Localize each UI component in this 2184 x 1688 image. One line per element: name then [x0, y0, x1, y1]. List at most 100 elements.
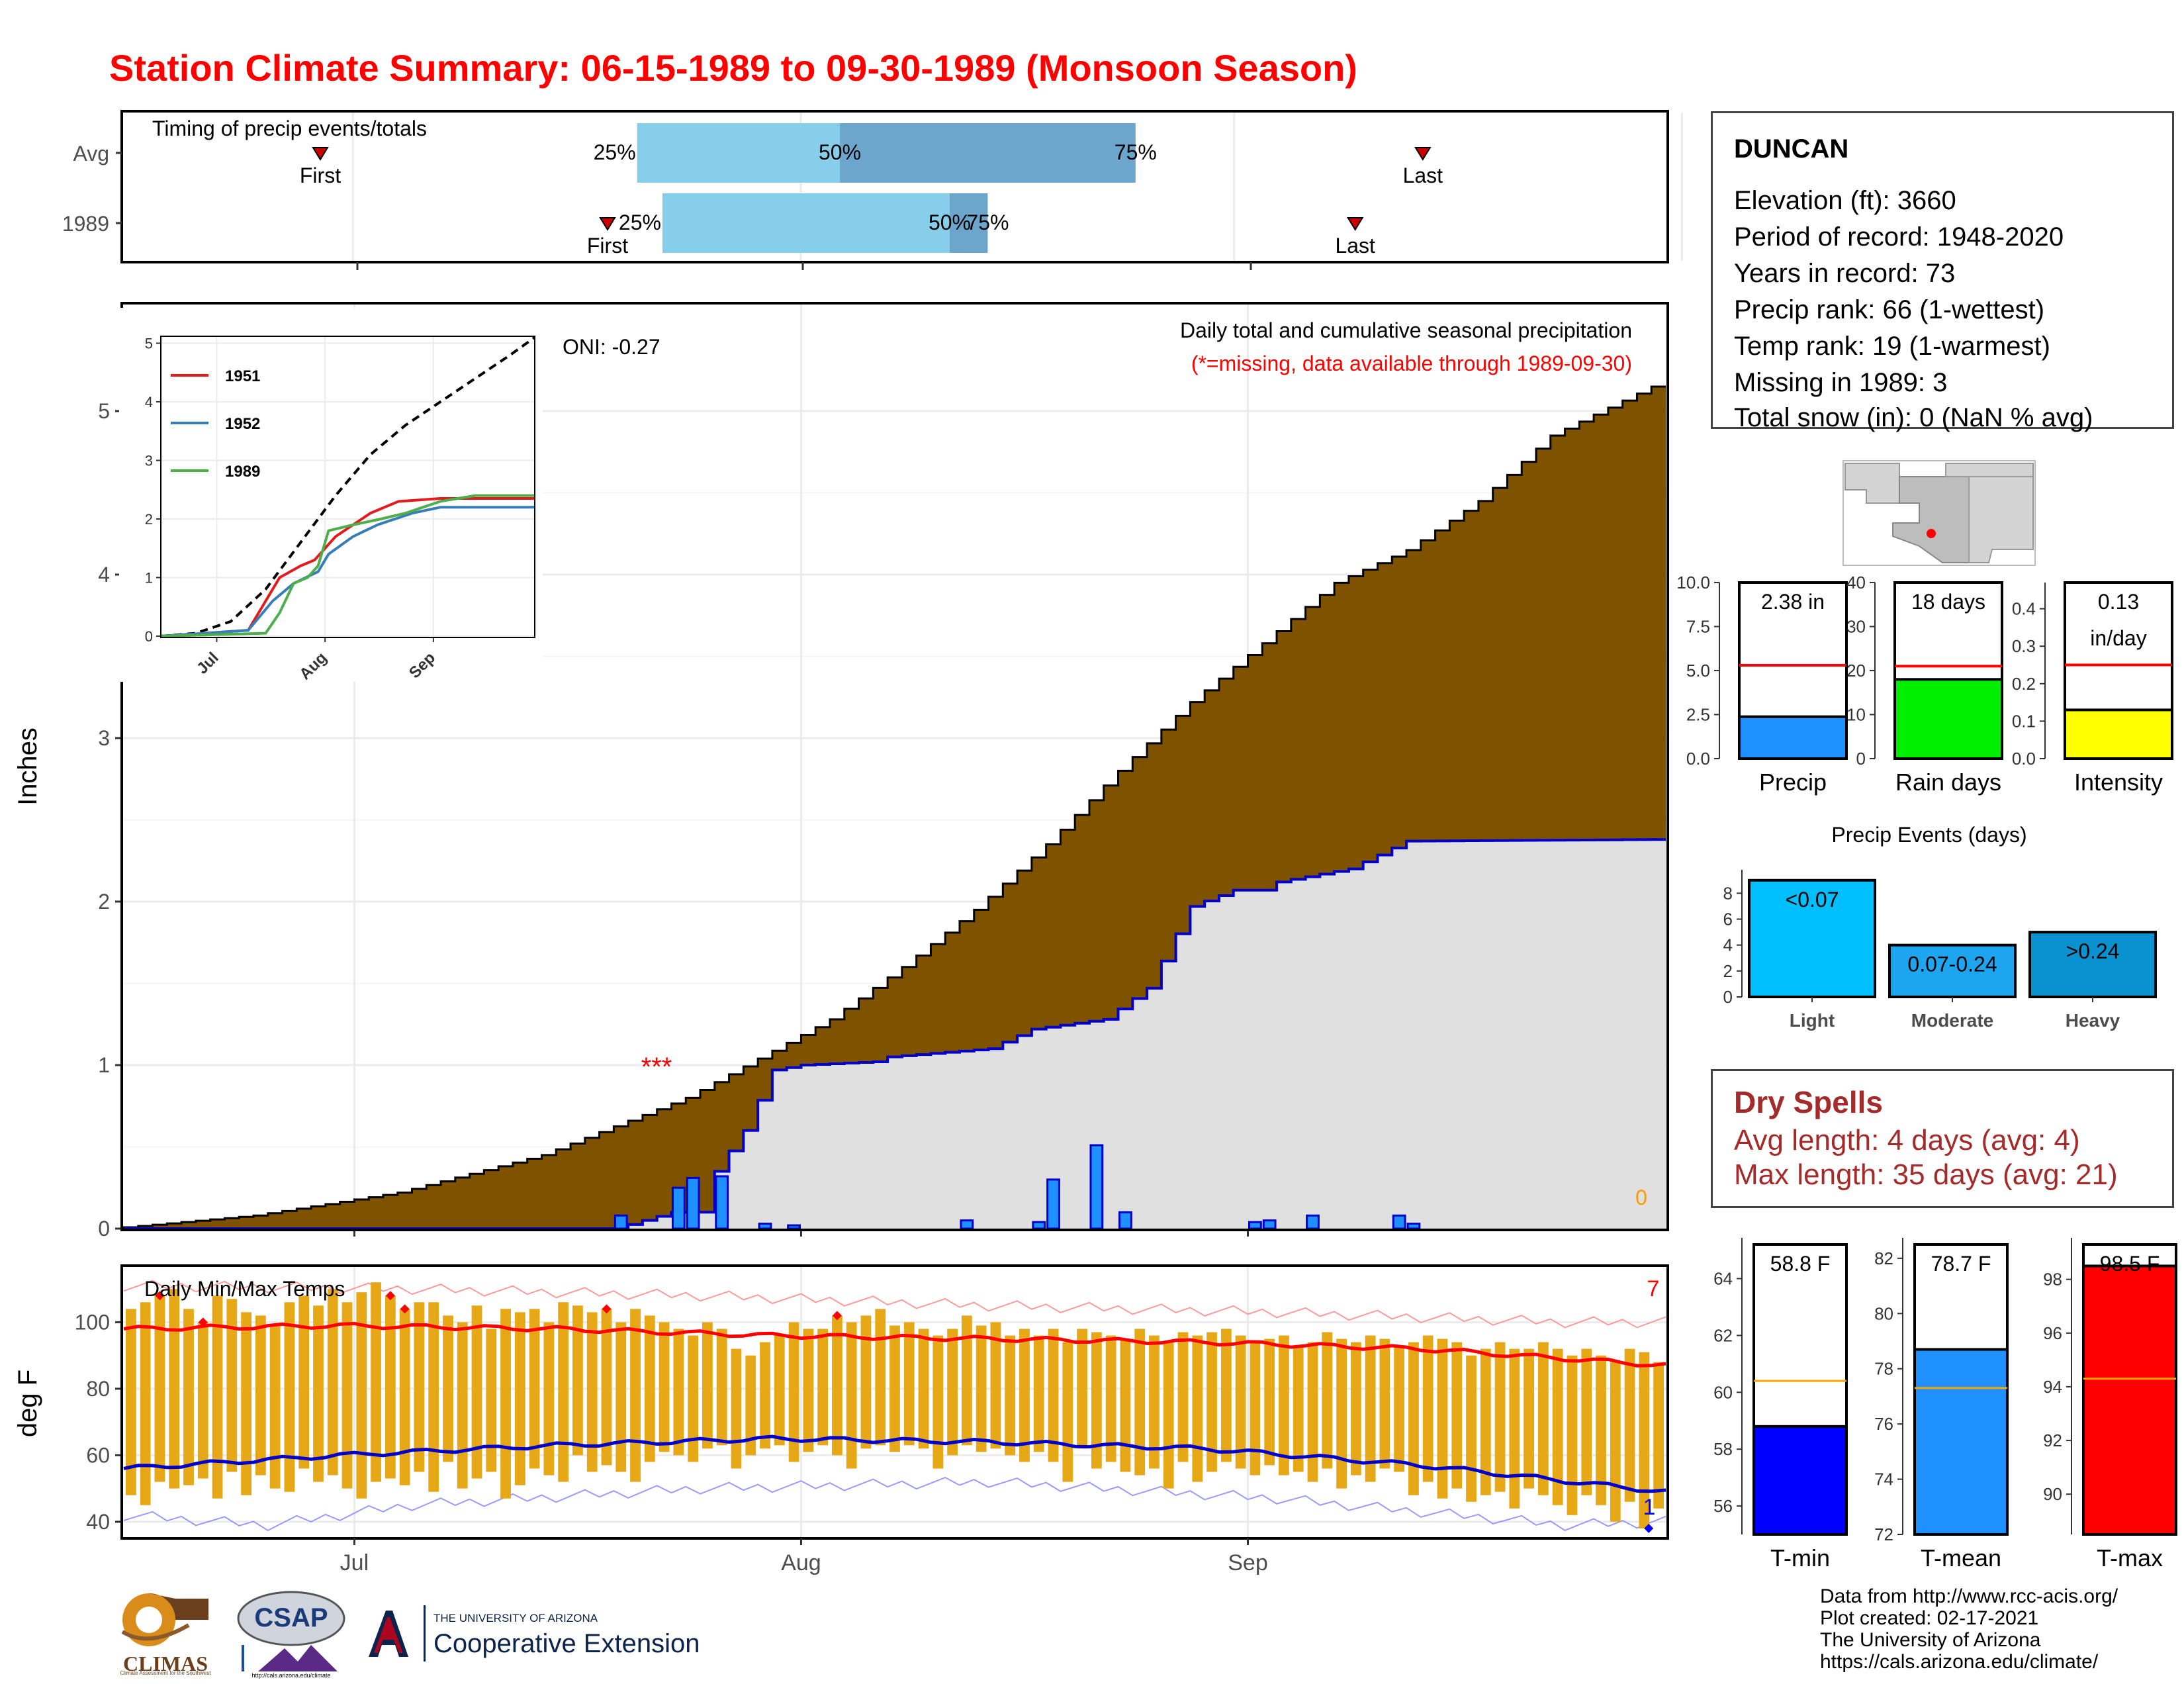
mini-bar-tick-label: 0.3: [2012, 636, 2036, 656]
events-category-label: Light: [1790, 1010, 1835, 1031]
daily-temp-bar: [1048, 1329, 1059, 1462]
events-bar: [1748, 878, 1876, 998]
daily-temp-bar: [399, 1309, 410, 1485]
daily-temp-bar: [1264, 1338, 1275, 1466]
timing-q25-q50-bar: [662, 193, 950, 253]
events-bar-label: 0.07-0.24: [1907, 953, 1997, 976]
daily-temp-bar: [1192, 1335, 1203, 1482]
daily-temp-bar: [659, 1322, 670, 1452]
events-tick-label: 6: [1723, 910, 1733, 929]
mini-bar-tick-label: 0: [1856, 749, 1866, 769]
daily-precip-bar: [1392, 1214, 1406, 1230]
year-cumulative-area: [124, 839, 1666, 1229]
daily-precip-bar: [787, 1224, 801, 1230]
daily-temp-bar: [414, 1302, 425, 1472]
temp-bar-tick-label: 92: [2043, 1430, 2062, 1450]
daily-temp-bar: [284, 1302, 295, 1492]
climas-logo: CLIMAS Climate Assessment for the Southw…: [109, 1585, 222, 1678]
credit-created: Plot created: 02-17-2021: [1820, 1607, 2039, 1629]
mini-bar-tick-label: 2.5: [1686, 705, 1710, 725]
events-tick-label: 4: [1723, 935, 1733, 955]
daily-temp-bar: [1350, 1342, 1361, 1476]
daily-temp-bar: [832, 1315, 842, 1456]
daily-temp-bar: [1408, 1342, 1419, 1495]
daily-temp-bar: [889, 1325, 900, 1452]
temp-bar-tick-label: 96: [2043, 1323, 2062, 1343]
temp-bar-value: [1752, 1425, 1848, 1536]
daily-temp-bar: [1322, 1332, 1333, 1469]
temp-bar-value-label: 78.7 F: [1931, 1252, 1991, 1276]
temp-bar-value-label: 98.5 F: [2100, 1252, 2160, 1276]
timing-q75-label: 75%: [1115, 140, 1157, 164]
daily-temp-bar: [601, 1309, 612, 1466]
mini-bar-label: Precip: [1759, 769, 1827, 796]
events-category-label: Heavy: [2066, 1010, 2120, 1031]
timing-q25-q50-bar: [637, 123, 841, 183]
daily-temp-bar: [1394, 1345, 1405, 1472]
temp-y-tick-label: 60: [86, 1443, 110, 1467]
daily-temp-bar: [385, 1295, 396, 1479]
daily-precip-bar: [1046, 1178, 1060, 1230]
record-low-count: 1: [1643, 1495, 1656, 1520]
inset-y-tick-label: 0: [145, 628, 153, 645]
climas-logo-inner-icon: [136, 1607, 162, 1633]
record-high-marker: [198, 1317, 208, 1327]
daily-temp-bar: [457, 1322, 468, 1489]
mini-bar-tick-label: 30: [1846, 617, 1866, 637]
dry-spells-title: Dry Spells: [1734, 1085, 1883, 1119]
daily-temp-bar: [1206, 1332, 1217, 1472]
daily-temp-bar: [1279, 1335, 1289, 1476]
temp-frame: [120, 1264, 1669, 1540]
oni-label: ONI: -0.27: [563, 335, 660, 359]
timing-first-marker: [312, 147, 329, 161]
dry-spells-avg: Avg length: 4 days (avg: 4): [1734, 1124, 2080, 1156]
timing-last-label: Last: [1403, 164, 1443, 187]
ua-logo-top-text: THE UNIVERSITY OF ARIZONA: [433, 1612, 598, 1624]
daily-temp-bar: [1235, 1335, 1246, 1469]
inset-legend-label: 1989: [225, 463, 260, 481]
daily-temp-bar: [140, 1302, 151, 1505]
precip-panel: 0 1 2 3 4 5 Daily total and cumulative season…: [13, 302, 1669, 1241]
station-elevation: Elevation (ft): 3660: [1734, 186, 1956, 215]
month-tick-label: Aug: [781, 1550, 821, 1575]
events-bar: [2028, 931, 2157, 998]
month-tick-label: Sep: [1228, 1550, 1268, 1575]
daily-temp-bar: [197, 1322, 208, 1479]
temp-bar-tick-label: 62: [1713, 1325, 1733, 1345]
temp-bar-tick-label: 80: [1874, 1303, 1893, 1323]
daily-temp-bar: [803, 1329, 814, 1452]
daily-precip-bar: [1032, 1221, 1046, 1230]
csap-logo-cloud-icon: [237, 1591, 345, 1646]
record-low-marker: [1644, 1523, 1654, 1533]
mini-bar-value: [1893, 678, 2003, 761]
daily-temp-bar: [933, 1335, 944, 1469]
inset-series-line-1952: [160, 506, 535, 637]
ua-extension-logo: THE UNIVERSITY OF ARIZONA Cooperative Ex…: [361, 1605, 745, 1665]
daily-temp-bar: [126, 1309, 136, 1495]
daily-temp-bar: [529, 1309, 540, 1469]
dry-spells-max: Max length: 35 days (avg: 21): [1734, 1158, 2118, 1191]
daily-temp-bar: [1639, 1352, 1650, 1528]
daily-temp-bar: [817, 1329, 829, 1446]
daily-temp-bar: [428, 1302, 439, 1492]
ua-logo-bottom-text: Cooperative Extension: [433, 1629, 700, 1658]
mini-bar-tick-label: 0.1: [2012, 711, 2036, 731]
climas-logo-banner-icon: [149, 1593, 208, 1620]
temp-y-tick-label: 80: [86, 1377, 110, 1401]
daily-temp-bar: [1163, 1342, 1174, 1489]
temp-bar-label: T-mean: [1921, 1544, 2001, 1571]
temp-bar-value: [1913, 1348, 2009, 1536]
temp-bar-value-label: 58.8 F: [1770, 1252, 1831, 1276]
events-tick-label: 8: [1723, 883, 1733, 903]
daily-temp-bar: [688, 1335, 699, 1462]
daily-precip-bar: [686, 1176, 700, 1230]
station-info-box: DUNCAN Elevation (ft): 3660 Period of re…: [1711, 111, 2174, 432]
daily-temp-bar: [341, 1302, 353, 1489]
daily-temp-bar: [1005, 1335, 1016, 1456]
daily-precip-bar: [614, 1214, 628, 1230]
timing-last-marker: [1414, 147, 1432, 161]
daily-temp-bar: [1552, 1348, 1563, 1505]
temp-bar-tick-label: 98: [2043, 1270, 2062, 1289]
inset-y-tick-label: 1: [145, 570, 153, 586]
temp-y-label: deg F: [13, 1370, 42, 1437]
